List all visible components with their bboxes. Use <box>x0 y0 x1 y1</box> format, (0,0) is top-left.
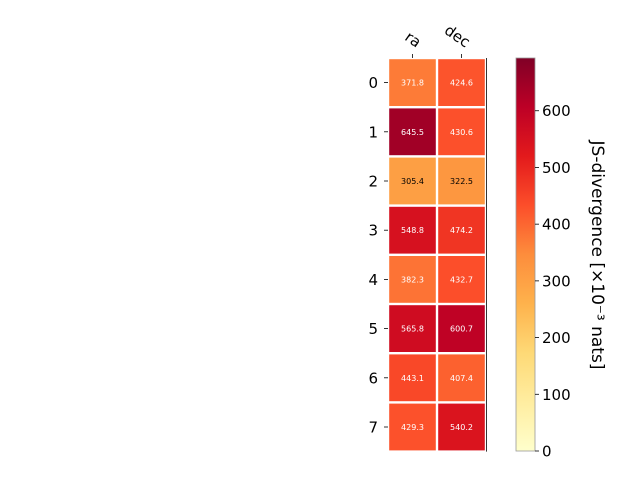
heatmap-cell <box>389 305 436 352</box>
heatmap-cell <box>438 206 485 254</box>
heatmap-cell <box>438 108 485 156</box>
heatmap-cell <box>438 403 485 451</box>
heatmap-cell <box>389 157 436 205</box>
cell-value-label: 429.3 <box>401 423 424 432</box>
cell-value-label: 371.8 <box>401 79 424 88</box>
x-tick-label: dec <box>441 21 473 51</box>
colorbar: 0 100 200 300 400 500 600 JS-divergence [×10⁻³ … <box>515 57 607 461</box>
cell-value-label: 322.5 <box>450 177 473 186</box>
cell-value-label: 424.6 <box>450 79 473 88</box>
colorbar-tick-label: 300 <box>542 272 571 290</box>
cell-value-label: 407.4 <box>450 374 473 383</box>
colorbar-gradient <box>515 57 536 452</box>
colorbar-tick-label: 100 <box>542 386 571 404</box>
y-tick-label: 5 <box>368 320 378 338</box>
cell-value-label: 443.1 <box>401 374 424 383</box>
x-axis: ra dec <box>402 21 474 58</box>
cell-value-label: 382.3 <box>401 275 424 284</box>
x-tick-label: ra <box>402 28 425 52</box>
cell-value-label: 645.5 <box>401 128 424 137</box>
cell-value-label: 474.2 <box>450 226 473 235</box>
y-tick-label: 6 <box>368 369 378 387</box>
y-tick-label: 4 <box>368 271 378 289</box>
heatmap-cell <box>438 305 485 352</box>
heatmap-cell <box>389 354 436 402</box>
heatmap-cell <box>389 108 436 156</box>
y-tick-label: 0 <box>368 74 378 92</box>
y-axis: 0 1 2 3 4 5 6 7 <box>368 74 388 437</box>
colorbar-tick-label: 200 <box>542 329 571 347</box>
colorbar-label: JS-divergence [×10⁻³ nats] <box>587 140 607 370</box>
colorbar-tick-label: 400 <box>542 216 571 234</box>
heatmap-cell <box>389 59 436 106</box>
heatmap-cell <box>438 157 485 205</box>
cell-value-label: 430.6 <box>450 128 473 137</box>
colorbar-tick-label: 0 <box>542 443 552 461</box>
cell-value-label: 600.7 <box>450 325 473 334</box>
colorbar-tick-label: 600 <box>542 102 571 120</box>
cell-value-label: 540.2 <box>450 423 473 432</box>
heatmap-cell <box>438 256 485 303</box>
cell-value-label: 305.4 <box>401 177 424 186</box>
y-tick-label: 3 <box>368 222 378 240</box>
cell-value-label: 432.7 <box>450 275 473 284</box>
y-tick-label: 7 <box>368 419 378 437</box>
colorbar-tick-label: 500 <box>542 159 571 177</box>
heatmap-cells: 371.8 424.6 645.5 430.6 305.4 322.5 548.8 474.2… <box>389 58 487 452</box>
heatmap-cell <box>389 403 436 451</box>
heatmap-cell <box>389 256 436 303</box>
y-tick-label: 2 <box>368 173 378 191</box>
heatmap-cell <box>389 206 436 254</box>
cell-value-label: 565.8 <box>401 325 424 334</box>
y-tick-label: 1 <box>368 123 378 141</box>
heatmap-cell <box>438 354 485 402</box>
heatmap-cell <box>438 59 485 106</box>
cell-value-label: 548.8 <box>401 226 424 235</box>
